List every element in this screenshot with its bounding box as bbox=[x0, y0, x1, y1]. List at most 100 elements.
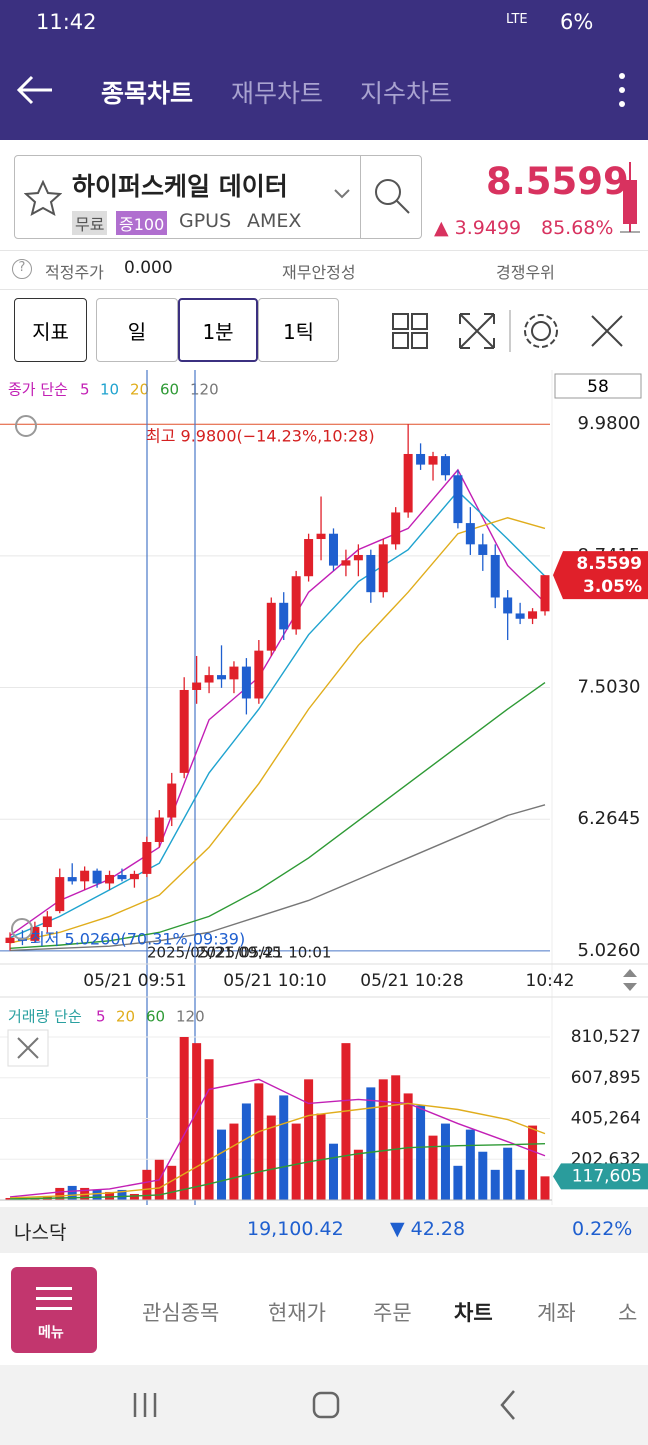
volume-bar bbox=[67, 1185, 77, 1200]
menu-icon bbox=[36, 1287, 72, 1290]
volume-bar bbox=[179, 1037, 189, 1200]
candle-body bbox=[42, 916, 52, 928]
moving-average bbox=[9, 468, 546, 937]
period-button[interactable]: 1분 bbox=[178, 298, 258, 362]
period-button[interactable]: 1틱 bbox=[258, 298, 339, 362]
x-tick-label: 05/21 10:10 bbox=[223, 971, 326, 991]
period-button[interactable]: 일 bbox=[96, 298, 178, 362]
candle-body bbox=[440, 456, 450, 476]
price-change-value: 3.9499 bbox=[454, 217, 522, 239]
header bbox=[0, 0, 648, 140]
candle-body bbox=[142, 842, 152, 874]
zoom-icon bbox=[11, 918, 33, 940]
candle-body bbox=[217, 675, 227, 680]
candle-body bbox=[540, 575, 550, 612]
moving-average bbox=[9, 1102, 546, 1199]
tab[interactable]: 종목차트 bbox=[101, 79, 194, 108]
tag: GPUS bbox=[179, 210, 232, 232]
volume-bar bbox=[117, 1189, 127, 1200]
moving-average bbox=[9, 1142, 546, 1200]
favorite-star[interactable] bbox=[24, 180, 62, 216]
y-tick-label: 5.0260 bbox=[578, 940, 641, 961]
stock-search-box[interactable] bbox=[14, 155, 422, 239]
candle-body bbox=[328, 533, 338, 566]
index-change-pct: 0.22% bbox=[572, 1218, 633, 1240]
candle-body bbox=[266, 602, 276, 651]
volume-bar bbox=[217, 1129, 227, 1200]
system-nav bbox=[0, 1365, 648, 1445]
chart-tools[interactable] bbox=[390, 310, 640, 352]
volume-bar bbox=[341, 1043, 351, 1200]
volume-bar bbox=[366, 1087, 376, 1200]
menu-item[interactable]: 현재가 bbox=[268, 1301, 326, 1325]
volume-bar bbox=[167, 1165, 177, 1200]
menu-button[interactable]: 메뉴 bbox=[11, 1267, 97, 1353]
divider bbox=[360, 155, 361, 239]
candle-body bbox=[30, 927, 40, 941]
close-icon bbox=[17, 1037, 39, 1059]
volume-bar bbox=[229, 1123, 239, 1200]
info-item[interactable]: 재무안정성 bbox=[282, 263, 356, 282]
tab[interactable]: 지수차트 bbox=[360, 79, 453, 108]
low-annotation: 최저 5.0260(70.31%,09:39) bbox=[30, 930, 245, 949]
moving-average bbox=[9, 1078, 546, 1198]
help-icon[interactable]: ? bbox=[12, 259, 32, 279]
last-price-badge bbox=[553, 551, 648, 600]
candle-body bbox=[229, 666, 239, 680]
candle-body bbox=[453, 475, 463, 524]
legend-item: 5 bbox=[96, 1008, 106, 1026]
volume-bar bbox=[192, 1043, 202, 1200]
candle-body bbox=[254, 650, 264, 699]
volume-bar bbox=[490, 1169, 500, 1200]
candle-body bbox=[5, 937, 15, 943]
volume-bar bbox=[515, 1169, 525, 1200]
legend-item: 5 bbox=[80, 381, 90, 399]
menu-item[interactable]: 주문 bbox=[373, 1301, 412, 1325]
candle-body bbox=[416, 453, 426, 465]
more-menu[interactable] bbox=[612, 70, 632, 110]
y-tick-label: 810,527 bbox=[571, 1027, 641, 1047]
back-button[interactable] bbox=[14, 72, 56, 108]
crosshair-label: 2025/05/21 10:01 bbox=[197, 944, 331, 962]
candle-body bbox=[316, 533, 326, 540]
volume-bar bbox=[204, 1059, 214, 1200]
dropdown[interactable] bbox=[333, 188, 351, 200]
volume-bar bbox=[129, 1193, 139, 1200]
candle-body bbox=[490, 554, 500, 598]
system-buttons[interactable] bbox=[120, 1385, 530, 1425]
search-button[interactable] bbox=[372, 176, 412, 216]
menu-item[interactable]: 차트 bbox=[454, 1301, 493, 1325]
candle-body bbox=[465, 523, 475, 545]
info-item[interactable]: 경쟁우위 bbox=[496, 263, 555, 282]
candle-body bbox=[353, 554, 363, 561]
index-value: 19,100.42 bbox=[247, 1218, 344, 1240]
volume-bar bbox=[453, 1165, 463, 1200]
menu-item[interactable]: 소 bbox=[618, 1301, 638, 1325]
counter-box bbox=[554, 373, 642, 399]
last-price: 8.5599 bbox=[576, 554, 642, 574]
candle-body bbox=[167, 783, 177, 818]
info-row bbox=[0, 250, 648, 290]
candle-body bbox=[366, 554, 376, 593]
indicator-button[interactable]: 지표 bbox=[14, 298, 87, 362]
legend-item: 120 bbox=[190, 381, 219, 399]
candle-body bbox=[105, 874, 115, 884]
tag: AMEX bbox=[247, 210, 302, 232]
counter: 58 bbox=[587, 377, 609, 397]
menu-item[interactable]: 관심종목 bbox=[142, 1301, 220, 1325]
price-change-pct: 85.68% bbox=[541, 217, 614, 239]
menu-item[interactable]: 계좌 bbox=[537, 1301, 576, 1325]
candle-body bbox=[80, 870, 90, 882]
legend-item: 20 bbox=[130, 381, 149, 399]
zoom-icon bbox=[15, 415, 37, 437]
price-change: ▲ 3.9499 bbox=[434, 217, 522, 239]
legend-item: 60 bbox=[160, 381, 179, 399]
candle-body bbox=[528, 611, 538, 619]
mini-candle bbox=[620, 162, 640, 233]
x-tick-label: 05/21 09:51 bbox=[83, 971, 186, 991]
candle-body bbox=[117, 874, 127, 880]
y-tick-label: 6.2645 bbox=[578, 808, 641, 829]
tab[interactable]: 재무차트 bbox=[231, 79, 324, 108]
candle-body bbox=[478, 544, 488, 555]
candle-body bbox=[304, 539, 314, 577]
